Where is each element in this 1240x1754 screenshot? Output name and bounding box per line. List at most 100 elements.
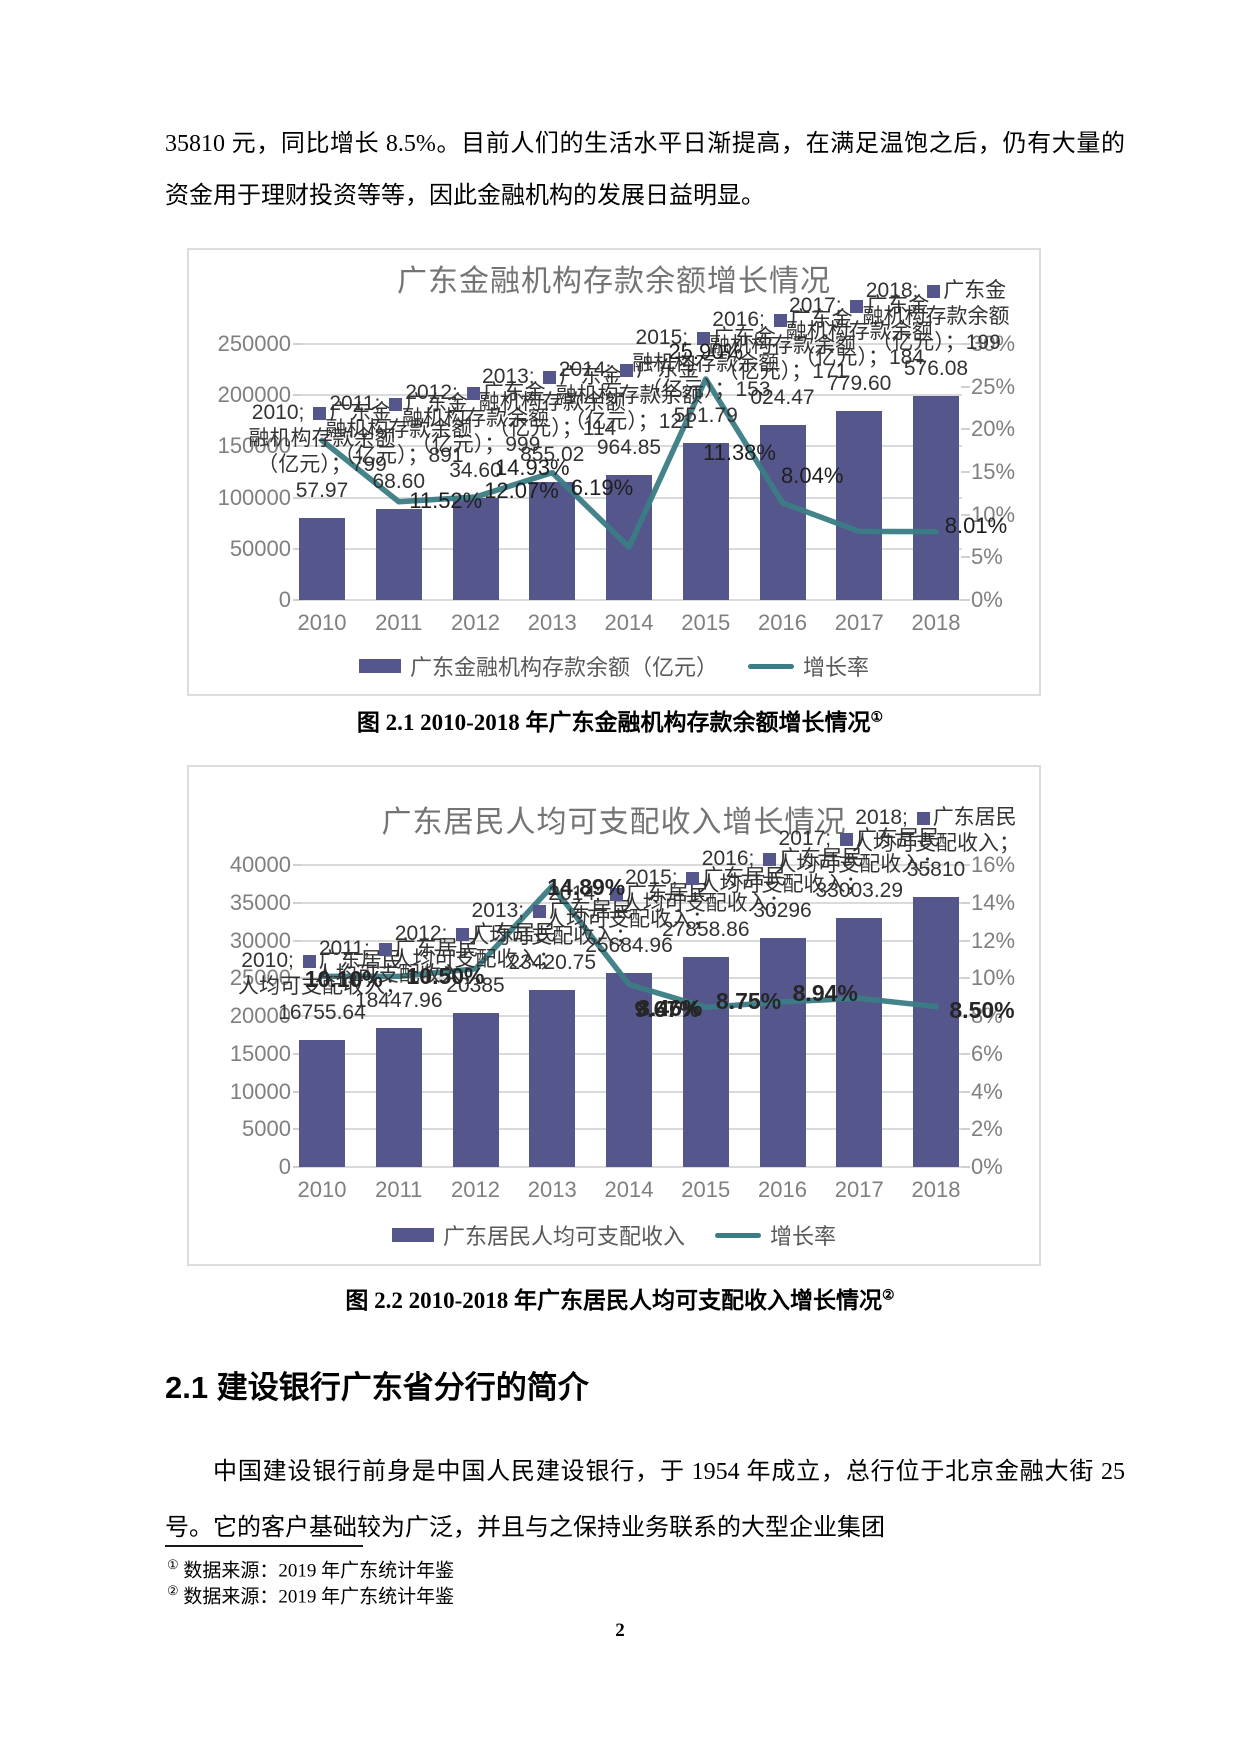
footnote-2: ② 数据来源：2019 年广东统计年鉴 bbox=[167, 1578, 454, 1610]
bar-2017 bbox=[836, 410, 883, 600]
data-label-line: 68.60 bbox=[372, 469, 426, 493]
data-label-2016: 2016; 广东居民 人均可支配收入； 30296 bbox=[688, 846, 878, 924]
chart-title: 广东居民人均可支配收入增长情况 bbox=[381, 806, 847, 839]
data-label-line: （亿元）；153 bbox=[640, 377, 771, 401]
data-label-line: 人均可支配收入； bbox=[545, 908, 713, 932]
data-label-line: 024.47 bbox=[750, 385, 815, 409]
left-axis-tick bbox=[293, 599, 302, 601]
x-axis-label-2015: 2015 bbox=[681, 610, 731, 635]
bar-2015 bbox=[682, 956, 729, 1167]
data-label-line: 25684.96 bbox=[585, 934, 673, 958]
data-label-line: （亿元）；114 bbox=[488, 417, 617, 441]
left-axis-label: 50000 bbox=[229, 535, 291, 561]
section-heading: 2.1 建设银行广东省分行的简介 bbox=[165, 1370, 589, 1405]
right-axis-label: 0% bbox=[971, 1154, 1003, 1179]
page-number: 2 bbox=[615, 1620, 625, 1641]
data-label-line: 人均可支配收入； bbox=[238, 975, 406, 999]
right-axis-tick bbox=[961, 513, 970, 516]
bar-2011 bbox=[375, 508, 422, 600]
footnote-1: ① 数据来源：2019 年广东统计年鉴 bbox=[167, 1552, 454, 1584]
gridline bbox=[302, 939, 962, 942]
x-axis-label-2018: 2018 bbox=[911, 1177, 961, 1202]
footnote-text: 数据来源：2019 年广东统计年鉴 bbox=[183, 1560, 455, 1582]
footnote-marker: ① bbox=[167, 1557, 179, 1572]
chart-legend: 广东居民人均可支配收入 增长率 bbox=[189, 1219, 1039, 1251]
footnote-text: 数据来源：2019 年广东统计年鉴 bbox=[183, 1586, 455, 1608]
data-label-2018: 2018; 广东金 融机构存款余额 （亿元）；199 576.08 bbox=[841, 278, 1031, 382]
data-label-2015: 2015; 广东金 融机构存款余额 （亿元）；153 551.79 bbox=[611, 325, 801, 429]
series-key-icon bbox=[927, 284, 941, 298]
left-axis-label: 0 bbox=[278, 1154, 291, 1179]
gridline bbox=[302, 343, 962, 345]
data-label-line: 2015; 广东金 bbox=[635, 325, 776, 349]
data-label-line: 人均可支配收入； bbox=[775, 852, 944, 876]
legend-line-swatch-icon bbox=[748, 663, 794, 669]
x-axis-label-2016: 2016 bbox=[758, 610, 807, 635]
figure-2-2-income-chart: 广东居民人均可支配收入增长情况 40000 35000 30000 25000 20000… bbox=[187, 765, 1041, 1266]
right-axis-tick bbox=[961, 599, 970, 601]
gridline bbox=[302, 1166, 962, 1168]
data-label-line: 2013; 广东居民 bbox=[471, 899, 633, 923]
right-axis-tick bbox=[961, 1166, 970, 1168]
growth-label-2016: 11.38% bbox=[703, 439, 776, 465]
bar-2017 bbox=[836, 917, 883, 1167]
series-key-icon bbox=[916, 811, 930, 825]
right-axis-label: 5% bbox=[971, 544, 1003, 570]
x-axis-label-2013: 2013 bbox=[527, 1177, 577, 1202]
data-label-line: 2018; 广东居民 bbox=[855, 805, 1017, 829]
data-label-line: 35810 bbox=[906, 857, 966, 881]
x-axis-label-2011: 2011 bbox=[375, 1177, 423, 1202]
data-label-2016: 2016; 广东金 融机构存款余额 （亿元）；171 024.47 bbox=[688, 307, 878, 411]
data-label-line: 855.02 bbox=[520, 443, 585, 467]
right-axis-label: 15% bbox=[971, 459, 1016, 484]
data-label-2011: 2011; 广东金 融机构存款余额 （亿元）；891 68.60 bbox=[304, 391, 494, 495]
series-key-icon bbox=[389, 397, 403, 411]
data-label-line: 人均可支配收入； bbox=[621, 891, 790, 915]
footnote-ref-2: ② bbox=[882, 1288, 895, 1304]
right-axis-tick bbox=[961, 977, 970, 980]
x-axis-label-2018: 2018 bbox=[911, 610, 961, 635]
right-axis-label: 20% bbox=[971, 416, 1016, 442]
data-label-2012: 2012; 广东金 融机构存款余额 （亿元）；999 34.60 bbox=[381, 380, 571, 484]
data-label-line: （亿元）；184 bbox=[794, 345, 925, 369]
left-axis-label: 250000 bbox=[217, 331, 291, 356]
bar-2012 bbox=[452, 1013, 499, 1167]
left-axis-label: 150000 bbox=[217, 433, 291, 459]
series-key-icon bbox=[543, 371, 557, 385]
growth-label-2012: 12.07% bbox=[484, 478, 559, 503]
data-label-line: 融机构存款余额 bbox=[402, 406, 549, 430]
data-label-line: 20385 bbox=[446, 974, 505, 998]
data-label-line: 融机构存款余额 bbox=[709, 333, 856, 357]
data-label-line: 融机构存款余额 bbox=[248, 427, 396, 451]
data-label-2017: 2017; 广东金 融机构存款余额 （亿元）；184 779.60 bbox=[764, 293, 954, 397]
right-axis-tick bbox=[961, 864, 970, 866]
left-axis-tick bbox=[293, 1128, 302, 1131]
left-axis-label: 35000 bbox=[229, 889, 291, 915]
left-axis-label: 40000 bbox=[229, 852, 291, 877]
right-axis-label: 4% bbox=[971, 1078, 1003, 1104]
right-axis-tick bbox=[961, 1052, 970, 1055]
data-label-line: 2017; 广东金 bbox=[789, 293, 930, 317]
caption-text: 图 2.2 2010-2018 年广东居民人均可支配收入增长情况 bbox=[345, 1288, 883, 1313]
data-label-line: 融机构存款余额 bbox=[785, 319, 933, 343]
growth-label-2011: 10.10% bbox=[304, 966, 383, 993]
right-axis-tick bbox=[961, 1128, 970, 1131]
left-axis-tick bbox=[293, 864, 302, 866]
footnote-marker: ② bbox=[167, 1583, 179, 1598]
growth-rate-line bbox=[319, 883, 939, 1011]
footnote-ref-1: ① bbox=[870, 710, 884, 726]
data-label-line: 2015; 广东居民 bbox=[625, 865, 787, 889]
data-label-line: （亿元）；171 bbox=[717, 359, 848, 383]
x-axis-label-2010: 2010 bbox=[297, 1177, 347, 1202]
data-label-2010: 2010; 广东金 融机构存款余额 （亿元）；799 57.97 bbox=[227, 400, 417, 504]
data-label-line: （亿元）；891 bbox=[333, 443, 464, 467]
legend-label: 广东居民人均可支配收入 bbox=[442, 1224, 685, 1249]
growth-label-2018: 8.50% bbox=[949, 996, 1015, 1023]
left-axis-tick bbox=[293, 547, 302, 550]
growth-label-2018: 8.01% bbox=[944, 512, 1008, 538]
series-key-icon bbox=[532, 905, 546, 919]
growth-label-2013: 14.93% bbox=[494, 454, 570, 480]
bar-2010 bbox=[299, 518, 345, 600]
data-label-line: （亿元）；799 bbox=[257, 453, 387, 477]
